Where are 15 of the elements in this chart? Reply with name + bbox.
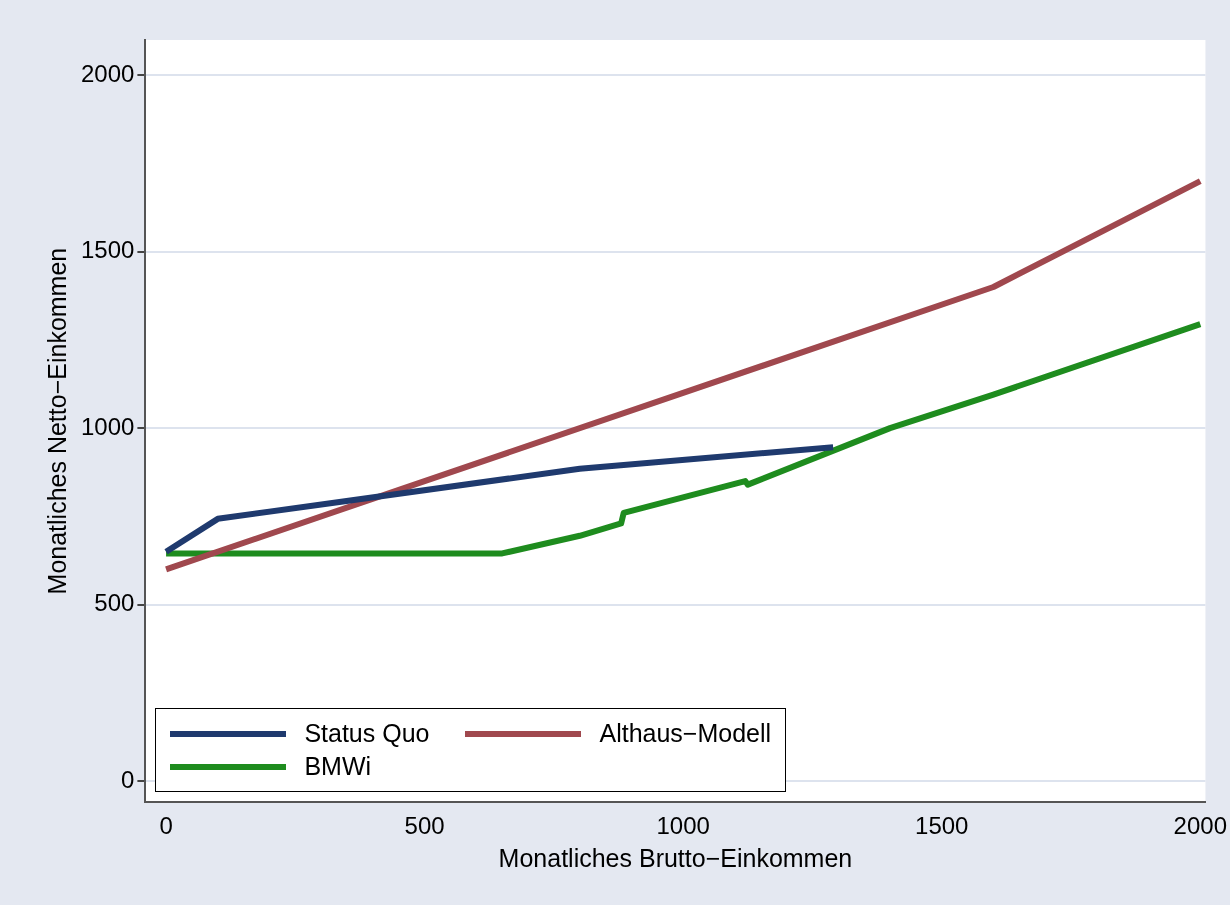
y-tick-label: 500: [94, 589, 135, 617]
x-tick-label: 2000: [1173, 812, 1227, 840]
y-axis-title: Monatliches Netto−Einkommen: [42, 247, 71, 595]
x-tick-label: 0: [159, 812, 173, 840]
legend-label: BMWi: [304, 752, 372, 782]
x-tick-label: 1500: [915, 812, 969, 840]
legend-label: Althaus−Modell: [599, 719, 772, 749]
x-tick-label: 1000: [656, 812, 710, 840]
legend-label: Status Quo: [304, 719, 430, 749]
x-tick-label: 500: [404, 812, 445, 840]
y-tick-label: 1000: [81, 412, 135, 440]
y-tick-label: 0: [121, 765, 135, 793]
x-axis-title: Monatliches Brutto−Einkommen: [498, 843, 853, 872]
y-tick-label: 2000: [81, 59, 135, 87]
y-tick-label: 1500: [81, 236, 135, 264]
